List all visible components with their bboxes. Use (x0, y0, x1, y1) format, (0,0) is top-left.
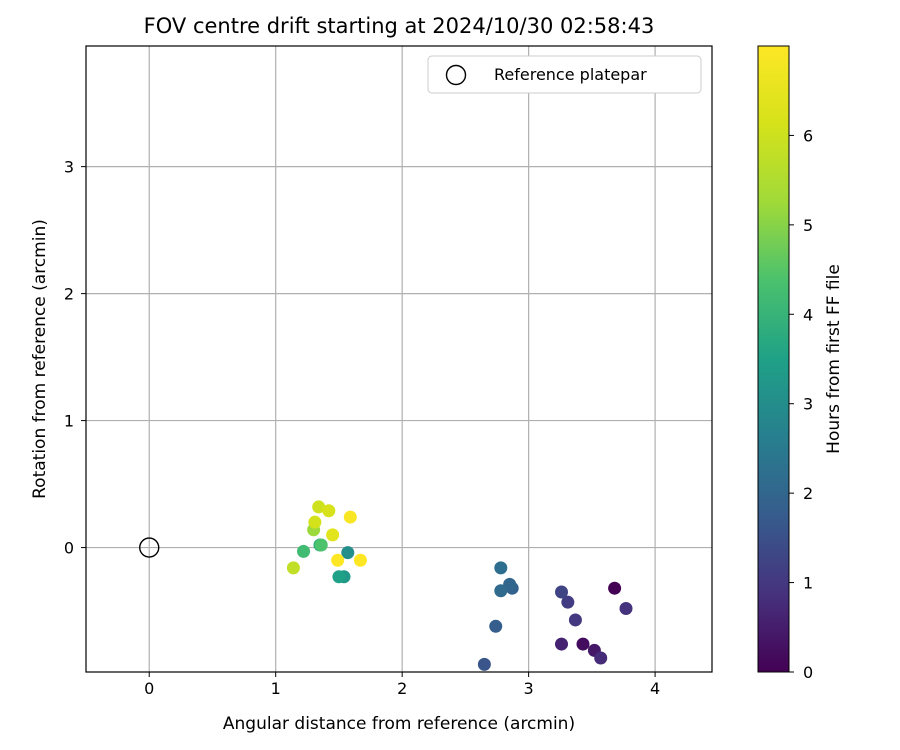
data-point (568, 613, 582, 627)
y-tick-label: 3 (64, 158, 74, 177)
reference-platepar-marker (139, 537, 160, 558)
data-point (494, 584, 508, 598)
y-axis-label: Rotation from reference (arcmin) (30, 219, 50, 499)
data-point (331, 553, 345, 567)
data-point (619, 602, 633, 616)
data-point (341, 546, 355, 560)
legend-box (427, 55, 702, 94)
y-tick-label: 2 (64, 285, 74, 304)
colorbar (757, 45, 790, 673)
data-point (286, 561, 300, 575)
colorbar-label: Hours from first FF file (824, 264, 844, 454)
data-point (312, 500, 326, 514)
data-point (594, 651, 608, 665)
x-tick-label: 3 (524, 679, 534, 698)
data-point (326, 528, 340, 542)
grid (86, 46, 712, 672)
data-point (353, 553, 367, 567)
data-point (322, 504, 336, 518)
data-point (343, 510, 357, 524)
data-point (555, 585, 569, 599)
x-axis-label: Angular distance from reference (arcmin) (223, 714, 575, 734)
x-tick-label: 2 (397, 679, 407, 698)
data-point (576, 637, 590, 651)
legend-label: Reference platepar (494, 65, 647, 84)
plot-frame (85, 45, 713, 673)
colorbar-tick-label: 2 (803, 484, 813, 503)
colorbar-ticks: 0 1 2 3 4 5 6 (789, 126, 813, 682)
x-tick-label: 4 (650, 679, 660, 698)
data-point (561, 595, 575, 609)
chart-title: FOV centre drift starting at 2024/10/30 … (144, 14, 655, 38)
data-point (555, 637, 569, 651)
data-point (608, 581, 622, 595)
data-points (139, 500, 633, 671)
y-tick-label: 1 (64, 412, 74, 431)
legend: Reference platepar (427, 55, 702, 94)
colorbar-tick-label: 0 (803, 663, 813, 682)
data-point (297, 544, 311, 558)
x-axis-ticks: 0 1 2 3 4 (144, 672, 660, 698)
data-point (477, 657, 491, 671)
data-point (494, 561, 508, 575)
legend-open-circle-marker (445, 64, 467, 86)
data-point (314, 538, 328, 552)
data-point (308, 515, 322, 529)
data-point (489, 619, 503, 633)
x-tick-label: 1 (271, 679, 281, 698)
y-tick-label: 0 (64, 539, 74, 558)
colorbar-tick-label: 6 (803, 126, 813, 145)
x-tick-label: 0 (144, 679, 154, 698)
colorbar-tick-label: 1 (803, 574, 813, 593)
colorbar-tick-label: 3 (803, 395, 813, 414)
colorbar-tick-label: 5 (803, 216, 813, 235)
colorbar-tick-label: 4 (803, 305, 813, 324)
y-axis-ticks: 0 1 2 3 (64, 158, 86, 558)
data-point (332, 570, 346, 584)
